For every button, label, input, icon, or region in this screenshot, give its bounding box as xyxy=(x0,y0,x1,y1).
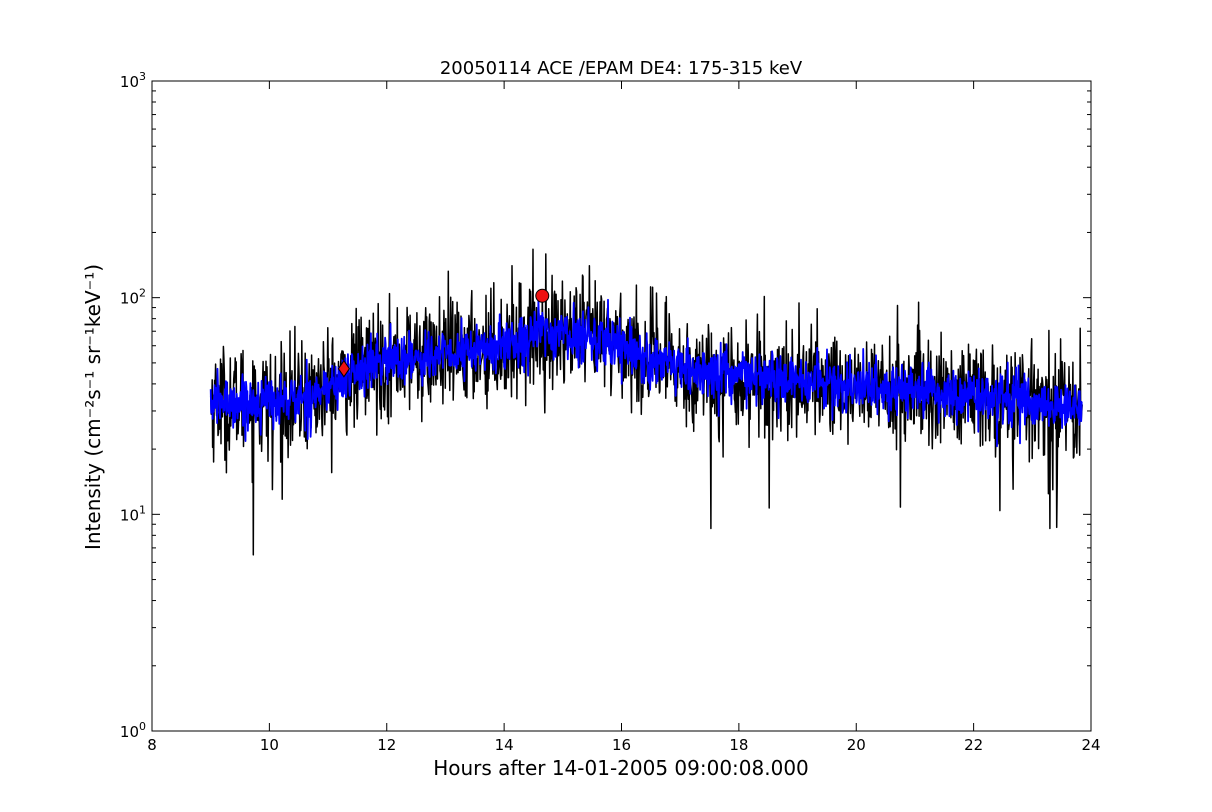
plot-content xyxy=(209,248,1083,556)
chart-title: 20050114 ACE /EPAM DE4: 175-315 keV xyxy=(440,58,803,79)
x-tick-label: 14 xyxy=(495,736,514,754)
ticks: 8 10 12 14 16 18 20 22 24 100 101 102 103 xyxy=(120,70,1101,754)
x-tick-label: 16 xyxy=(612,736,631,754)
y-tick-label: 103 xyxy=(120,70,146,91)
x-tick-label: 10 xyxy=(260,736,279,754)
x-tick-label: 20 xyxy=(847,736,866,754)
x-tick-label: 12 xyxy=(377,736,396,754)
x-tick-label: 22 xyxy=(964,736,983,754)
series-line-smoothed-intensity xyxy=(209,298,1083,448)
x-tick-label: 18 xyxy=(729,736,748,754)
marker-diamond xyxy=(337,359,351,378)
y-tick-label: 102 xyxy=(120,287,146,308)
x-tick-label: 8 xyxy=(147,736,157,754)
y-tick-label: 100 xyxy=(120,720,146,741)
y-axis-label: Intensity (cm⁻²s⁻¹ sr⁻¹keV⁻¹) xyxy=(81,264,105,550)
x-tick-label: 24 xyxy=(1081,736,1100,754)
marker-circle xyxy=(535,288,550,303)
y-tick-label: 101 xyxy=(120,503,146,524)
x-axis-label: Hours after 14-01-2005 09:00:08.000 xyxy=(433,756,809,780)
